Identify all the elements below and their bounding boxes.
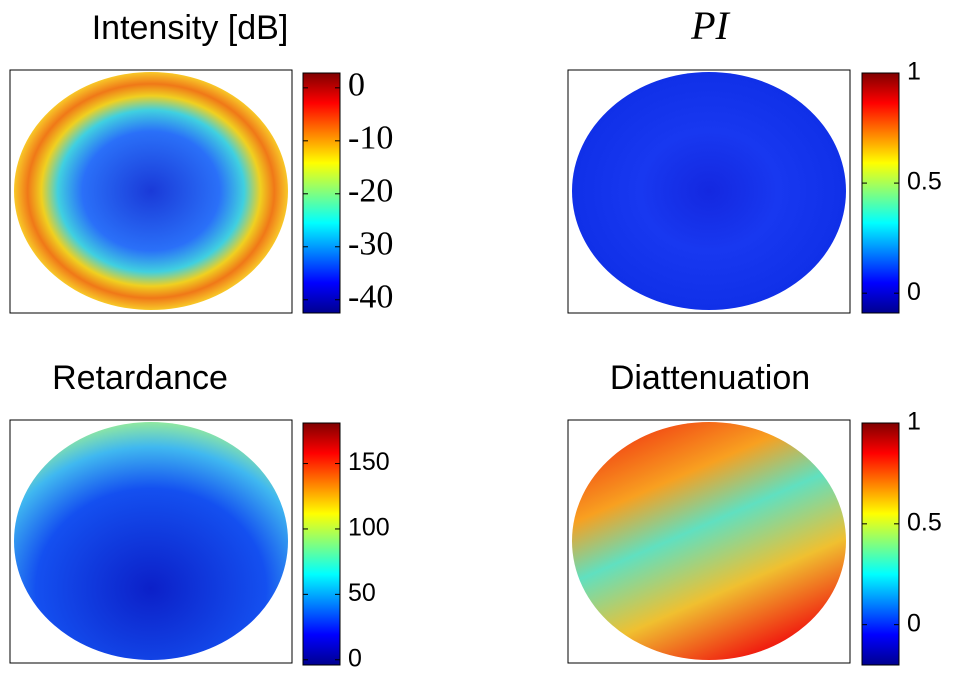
panel-title: Diattenuation [610, 359, 810, 397]
tick-label: 0 [907, 278, 921, 306]
tick-label: 150 [348, 448, 390, 476]
colorbar [861, 72, 900, 314]
heatmap-image [572, 72, 846, 310]
heatmap-image [572, 422, 846, 660]
colorbar [861, 422, 900, 666]
tick-label: -20 [348, 173, 393, 210]
colorbar [302, 72, 341, 314]
tick-label: -40 [348, 279, 393, 316]
tick-label: 0 [348, 644, 362, 672]
tick-label: 1 [907, 408, 921, 436]
tick-label: 0 [348, 67, 365, 104]
tick-label: -10 [348, 120, 393, 157]
panel-title: Retardance [52, 359, 228, 397]
panel-title: Intensity [dB] [92, 9, 289, 47]
tick-label: 1 [907, 58, 921, 86]
heatmap-image [14, 72, 288, 310]
tick-label: -30 [348, 226, 393, 263]
tick-label: 100 [348, 514, 390, 542]
tick-label: 0.5 [907, 508, 942, 536]
tick-label: 50 [348, 579, 376, 607]
heatmap-image [14, 422, 288, 660]
colorbar [302, 422, 341, 666]
tick-label: 0.5 [907, 168, 942, 196]
tick-label: 0 [907, 609, 921, 637]
panel-title: PI [690, 3, 730, 48]
